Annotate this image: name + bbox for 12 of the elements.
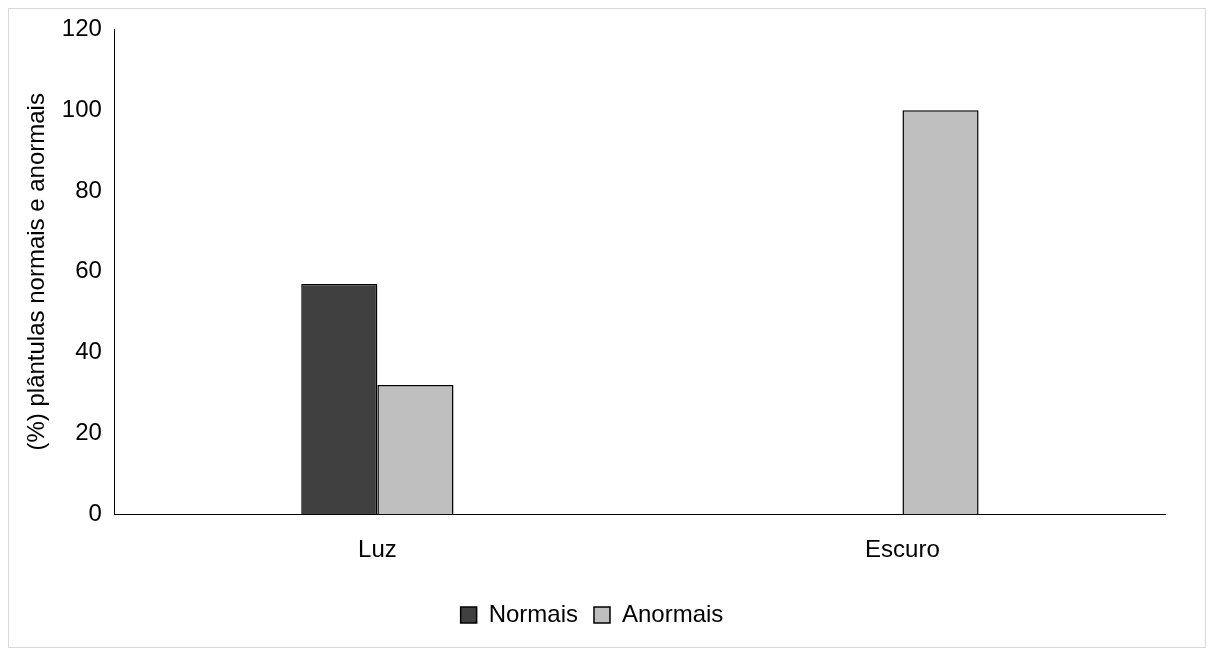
y-tick-label: 40 — [75, 337, 102, 365]
legend-label: Anormais — [621, 599, 724, 627]
y-tick-label: 120 — [61, 14, 102, 42]
x-tick-label: Escuro — [865, 535, 940, 563]
legend-label: Normais — [488, 599, 578, 627]
y-tick-label: 60 — [75, 256, 102, 284]
y-tick-label: 0 — [88, 498, 102, 526]
y-tick-label: 80 — [75, 175, 102, 203]
y-axis-title: (%) plântulas normais e anormais — [22, 93, 50, 451]
y-tick-label: 100 — [61, 94, 102, 122]
x-tick-label: Luz — [358, 535, 397, 563]
y-tick-label: 20 — [75, 418, 102, 446]
